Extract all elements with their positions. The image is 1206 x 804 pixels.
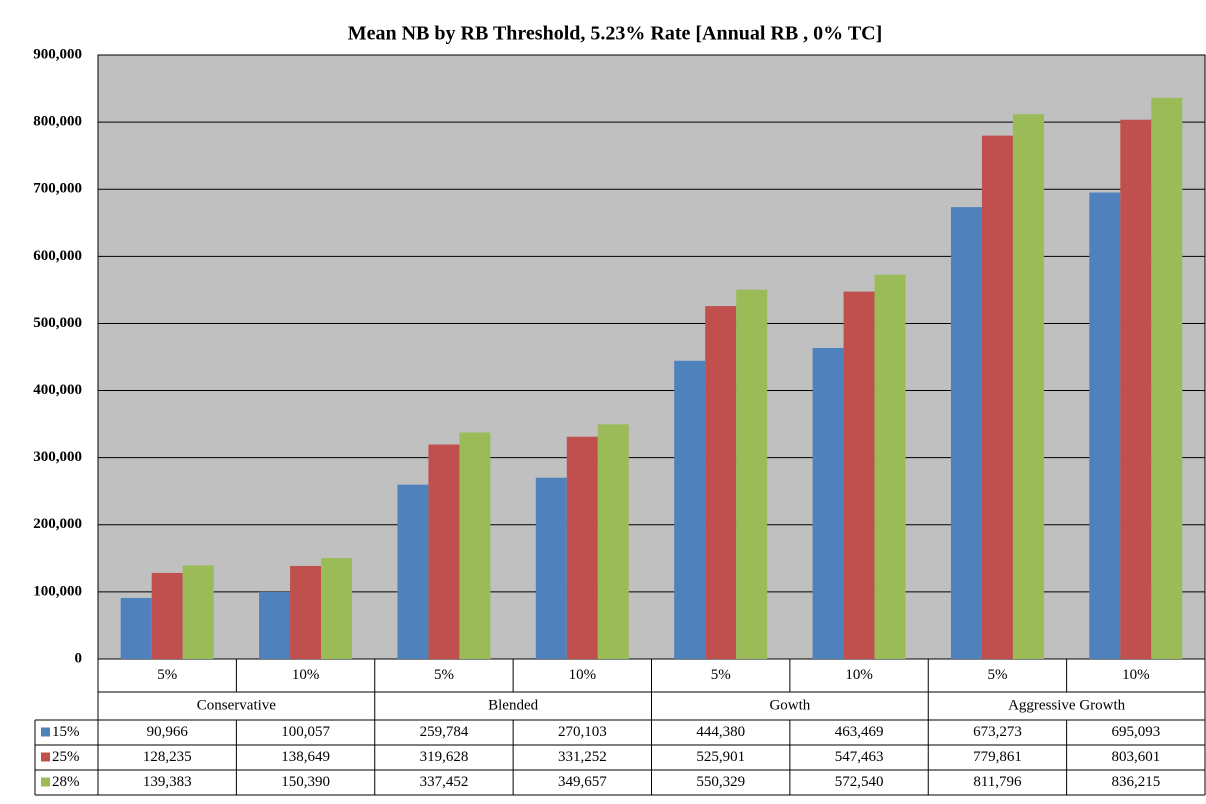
y-tick-label: 0 [75,650,83,666]
bar [950,207,982,660]
y-tick-label: 600,000 [33,248,82,264]
x-tick-label: 10% [292,667,320,683]
table-value: 139,383 [143,774,192,790]
y-tick-label: 100,000 [33,583,82,599]
bar [812,347,844,659]
table-value: 695,093 [1111,724,1160,740]
table-value: 259,784 [420,724,469,740]
bar [321,558,353,659]
y-tick-label: 400,000 [33,382,82,398]
y-tick-label: 300,000 [33,449,82,465]
table-value: 150,390 [281,774,330,790]
bar [981,135,1013,660]
y-tick-label: 200,000 [33,516,82,532]
x-tick-label: 5% [157,667,177,683]
table-value: 779,861 [973,749,1022,765]
bar [1120,119,1152,659]
table-value: 811,796 [973,774,1022,790]
bar [705,306,737,659]
group-label: Conservative [197,697,276,713]
bar [674,360,706,659]
legend-swatch [41,777,50,787]
x-tick-label: 5% [987,667,1007,683]
table-value: 803,601 [1111,749,1160,765]
table-value: 572,540 [835,774,884,790]
table-value: 331,252 [558,749,607,765]
table-value: 100,057 [281,724,330,740]
bar [736,289,768,659]
bar [566,436,598,659]
group-label: Blended [488,697,538,713]
table-value: 673,273 [973,724,1022,740]
table-value: 836,215 [1111,774,1160,790]
group-label: Gowth [769,697,810,713]
bar [182,565,214,659]
table-value: 349,657 [558,774,607,790]
table-value: 463,469 [835,724,884,740]
table-value: 547,463 [835,749,884,765]
bar [843,291,875,659]
bar [290,565,322,659]
bar [535,477,567,659]
bar [1089,192,1121,659]
table-value: 444,380 [696,724,745,740]
x-tick-label: 5% [711,667,731,683]
legend-swatch [41,727,50,737]
bar [1151,97,1183,659]
y-tick-label: 800,000 [33,114,82,130]
bar [151,572,183,659]
table-value: 270,103 [558,724,607,740]
chart-title: Mean NB by RB Threshold, 5.23% Rate [Ann… [348,23,883,45]
table-value: 138,649 [281,749,330,765]
legend-label: 28% [52,774,80,790]
group-label: Aggressive Growth [1008,697,1126,713]
table-value: 128,235 [143,749,192,765]
bar [597,424,629,659]
bar [259,591,291,659]
table-value: 90,966 [147,724,189,740]
table-value: 319,628 [420,749,469,765]
legend-label: 15% [52,724,80,740]
bar [397,484,429,659]
table-value: 525,901 [696,749,745,765]
x-tick-label: 10% [1122,667,1150,683]
legend-swatch [41,752,50,762]
bar [459,432,491,659]
y-tick-label: 900,000 [33,46,82,62]
table-value: 337,452 [420,774,469,790]
bar [428,444,460,659]
bar [1012,114,1044,659]
y-tick-label: 500,000 [33,315,82,331]
table-value: 550,329 [696,774,745,790]
x-tick-label: 5% [434,667,454,683]
bar [874,274,906,659]
x-tick-label: 10% [845,667,873,683]
legend-label: 25% [52,749,80,765]
bar [120,597,152,659]
y-tick-label: 700,000 [33,181,82,197]
x-tick-label: 10% [569,667,597,683]
